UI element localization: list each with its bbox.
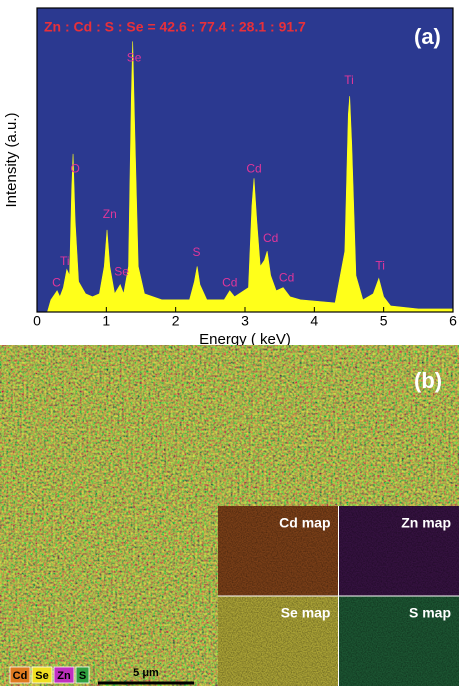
x-tick-label: 6 bbox=[449, 313, 457, 329]
peak-label: Se bbox=[114, 265, 129, 279]
peak-label: Cd bbox=[222, 275, 237, 289]
x-tick-label: 0 bbox=[33, 313, 41, 329]
peak-label: Se bbox=[127, 50, 142, 64]
peak-label: Zn bbox=[103, 207, 117, 221]
map-label: Se map bbox=[281, 605, 331, 621]
panel-label: (b) bbox=[414, 368, 442, 393]
spectrum-area bbox=[47, 41, 454, 313]
peak-label: Ti bbox=[344, 73, 354, 87]
x-tick-label: 1 bbox=[102, 313, 110, 329]
legend-swatch bbox=[31, 666, 53, 684]
legend-label: Se bbox=[35, 670, 48, 682]
legend-swatch bbox=[75, 666, 90, 684]
legend-swatch bbox=[53, 666, 75, 684]
scale-bar-label: 5 μm bbox=[133, 667, 159, 679]
panel-label: (a) bbox=[414, 24, 441, 49]
x-tick-label: 4 bbox=[310, 313, 318, 329]
map-grain bbox=[218, 596, 339, 686]
peak-label: Cd bbox=[263, 231, 278, 245]
chart-title: Zn : Cd : S : Se = 42.6 : 77.4 : 28.1 : … bbox=[44, 19, 306, 35]
map-label: S map bbox=[409, 605, 451, 621]
map-label: Zn map bbox=[401, 515, 451, 531]
peak-label: Ti bbox=[375, 259, 385, 273]
map-label: Cd map bbox=[279, 515, 330, 531]
legend-swatch bbox=[9, 666, 31, 684]
peak-label: S bbox=[192, 245, 200, 259]
map-panel: (b) Cd map Zn map Se map S map Cd Se Zn S 5 μm bbox=[0, 345, 459, 686]
map-grain bbox=[218, 506, 339, 596]
plot-background bbox=[37, 8, 453, 312]
peak-label: C bbox=[52, 275, 61, 289]
x-tick-label: 2 bbox=[172, 313, 180, 329]
peak-label: Cd bbox=[279, 271, 294, 285]
legend-label: Cd bbox=[13, 670, 28, 682]
legend-label: S bbox=[79, 670, 86, 682]
map-grain bbox=[338, 596, 459, 686]
spectrum-panel: Intensity (a.u.) Energy ( keV) 0 1 2 3 4 5 6CT… bbox=[3, 7, 457, 348]
peak-label: Ti bbox=[60, 254, 70, 268]
x-axis-label: Energy ( keV) bbox=[199, 331, 291, 348]
map-grain bbox=[338, 506, 459, 596]
peak-label: Cd bbox=[246, 161, 261, 175]
legend-label: Zn bbox=[57, 670, 71, 682]
peak-label: O bbox=[70, 161, 79, 175]
x-tick-label: 3 bbox=[241, 313, 249, 329]
x-tick-label: 5 bbox=[380, 313, 388, 329]
y-axis-label: Intensity (a.u.) bbox=[3, 112, 20, 207]
